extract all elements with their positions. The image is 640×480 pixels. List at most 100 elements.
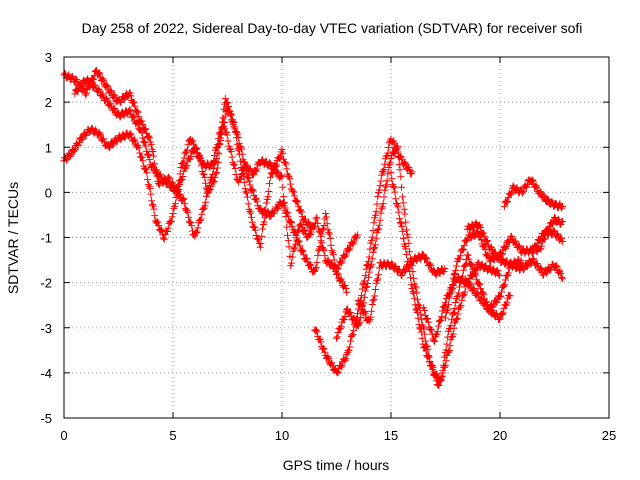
data-point [130, 98, 138, 106]
data-point [371, 211, 379, 219]
data-point [357, 301, 365, 309]
data-point [266, 213, 274, 221]
data-point [515, 241, 523, 249]
data-point [207, 183, 215, 191]
data-point [130, 113, 138, 121]
data-point [475, 222, 483, 230]
data-point [494, 270, 502, 278]
data-point [394, 142, 402, 150]
data-point [531, 183, 539, 191]
data-point [376, 216, 384, 224]
data-point [202, 192, 210, 200]
data-point [216, 140, 224, 148]
data-point [181, 205, 189, 213]
data-point [251, 226, 259, 234]
data-point [536, 187, 544, 195]
data-point [71, 146, 79, 154]
data-point [348, 331, 356, 339]
data-point [456, 283, 464, 291]
data-point [459, 266, 467, 274]
data-point [467, 260, 475, 268]
data-point [340, 316, 348, 324]
data-point [298, 246, 306, 254]
data-point [398, 272, 406, 280]
data-point [363, 282, 371, 290]
data-point [558, 273, 566, 281]
data-point [145, 132, 153, 140]
data-point [410, 294, 418, 302]
series-track-g [387, 168, 566, 385]
data-point [399, 227, 407, 235]
data-point [251, 166, 259, 174]
data-point [468, 261, 476, 269]
data-point [483, 237, 491, 245]
data-point [401, 210, 409, 218]
data-point [391, 148, 399, 156]
data-point [448, 286, 456, 294]
data-point [446, 289, 454, 297]
data-point [450, 270, 458, 278]
data-point [421, 343, 429, 351]
data-point [192, 229, 200, 237]
data-point [213, 168, 221, 176]
data-point [390, 184, 398, 192]
data-point [294, 202, 302, 210]
data-point [337, 259, 345, 267]
data-point [500, 282, 508, 290]
data-point [220, 122, 228, 130]
data-point [160, 176, 168, 184]
data-point [266, 173, 274, 181]
data-point [104, 83, 112, 91]
data-point [399, 235, 407, 243]
data-point [282, 160, 290, 168]
data-point [464, 251, 472, 259]
data-point [226, 107, 234, 115]
data-point [350, 326, 358, 334]
data-point [368, 260, 376, 268]
data-point [260, 218, 268, 226]
data-point [558, 217, 566, 225]
series-track-l [529, 214, 566, 256]
data-point [329, 251, 337, 259]
data-point [88, 124, 96, 132]
data-point [502, 243, 510, 251]
data-point [296, 207, 304, 215]
data-point [96, 131, 104, 139]
data-point [436, 375, 444, 383]
data-point [258, 156, 266, 164]
data-point [238, 166, 246, 174]
data-point [227, 111, 235, 119]
data-point [444, 305, 452, 313]
data-point [201, 173, 209, 181]
data-point [517, 256, 525, 264]
data-point [258, 233, 266, 241]
data-point [414, 296, 422, 304]
data-point [86, 79, 94, 87]
data-point [461, 262, 469, 270]
data-point [199, 206, 207, 214]
data-point [257, 240, 265, 248]
data-point [390, 150, 398, 158]
data-point [418, 316, 426, 324]
data-point [147, 141, 155, 149]
data-point [453, 314, 461, 322]
data-point [126, 130, 134, 138]
data-point [248, 186, 256, 194]
data-point [360, 308, 368, 316]
data-point [147, 190, 155, 198]
data-point [414, 314, 422, 322]
data-point [374, 193, 382, 201]
data-point [176, 170, 184, 178]
data-point [359, 280, 367, 288]
data-point [234, 133, 242, 141]
data-point [396, 166, 404, 174]
data-point [555, 268, 563, 276]
data-point [458, 296, 466, 304]
data-point [388, 175, 396, 183]
data-point [277, 172, 285, 180]
data-point [379, 200, 387, 208]
data-point [313, 328, 321, 336]
data-point [213, 164, 221, 172]
data-point [216, 137, 224, 145]
data-point [408, 168, 416, 176]
